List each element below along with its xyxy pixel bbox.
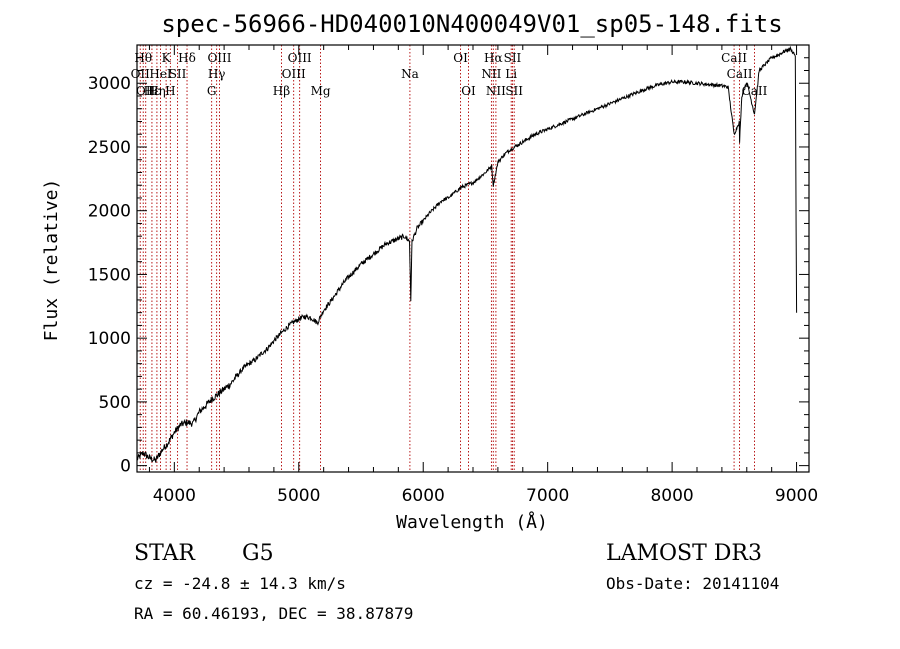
plot-frame	[136, 44, 810, 473]
spectral-line-label: CaII	[727, 67, 753, 81]
y-tick-label: 0	[120, 457, 131, 477]
spectral-line-label: Hγ	[208, 67, 226, 81]
spectral-line-label: OIII	[282, 67, 306, 81]
x-tick-label: 7000	[526, 486, 569, 506]
redshift-cz: cz = -24.8 ± 14.3 km/s	[134, 574, 346, 593]
spectral-line-label: G	[207, 84, 217, 98]
spectral-line-label: NII	[486, 84, 506, 98]
spectral-line-label: OIII	[207, 51, 231, 65]
spectral-line-label: CaII	[721, 51, 747, 65]
y-tick-label: 2000	[88, 202, 131, 222]
spectral-line-label: OII	[136, 84, 156, 98]
x-tick-label: 8000	[650, 486, 693, 506]
spectral-line-label: Hη	[148, 84, 166, 98]
y-tick-label: 3000	[88, 74, 131, 94]
object-subclass: G5	[242, 541, 274, 566]
x-tick-label: 9000	[775, 486, 818, 506]
spectral-line-label: Hδ	[178, 51, 196, 65]
spectral-line-label: NII	[481, 67, 501, 81]
y-tick-label: 500	[99, 393, 131, 413]
spectral-line-markers	[139, 45, 755, 472]
y-axis-label: Flux (relative)	[41, 179, 62, 342]
spectral-line-label: Mg	[311, 84, 331, 98]
spectral-line-label: SII	[169, 67, 187, 81]
spectral-line-label: Na	[401, 67, 419, 81]
spectral-line-label: Hθ	[134, 51, 152, 65]
spectral-line-label: OI	[461, 84, 476, 98]
ra-dec-coordinates: RA = 60.46193, DEC = 38.87879	[134, 604, 413, 623]
spectral-line-label: SII	[505, 84, 523, 98]
spectral-line-label: Li	[505, 67, 517, 81]
x-tick-label: 4000	[153, 486, 196, 506]
spectral-line-label: HeI	[149, 67, 172, 81]
spectral-line-label: OI	[453, 51, 468, 65]
obs-date: Obs-Date: 20141104	[606, 574, 779, 593]
x-tick-label: 5000	[277, 486, 320, 506]
spectrum-line	[137, 45, 798, 463]
x-axis: 4000 5000 6000 7000 8000 9000	[148, 45, 818, 506]
chart-title: spec-56966-HD040010N400049V01_sp05-148.f…	[161, 10, 782, 38]
y-tick-label: 1500	[88, 265, 131, 285]
x-tick-label: 6000	[402, 486, 445, 506]
y-tick-label: 1000	[88, 329, 131, 349]
spectral-line-label: Hβ	[273, 84, 290, 98]
spectral-line-label: SII	[504, 51, 522, 65]
spectral-line-label: Hα	[484, 51, 503, 65]
spectral-line-label: H	[165, 84, 175, 98]
survey-name: LAMOST DR3	[606, 541, 762, 566]
spectral-line-label: CaII	[742, 84, 768, 98]
spectral-line-label: OII	[131, 67, 151, 81]
spectrum-series	[137, 45, 798, 463]
y-axis: 0 500 1000 1500 2000 2500 3000	[88, 57, 809, 477]
spectral-line-label: OIII	[288, 51, 312, 65]
y-tick-label: 2500	[88, 138, 131, 158]
spectral-line-label: Hε	[144, 84, 161, 98]
spectral-line-label: K	[162, 51, 172, 65]
object-class: STAR	[134, 541, 196, 566]
spectral-line-labels: OIIHθOIIHεHηHeIKHSIIHδGHγOIIIHβOIIIOIIIM…	[131, 51, 768, 98]
x-axis-label: Wavelength (Å)	[396, 511, 548, 533]
